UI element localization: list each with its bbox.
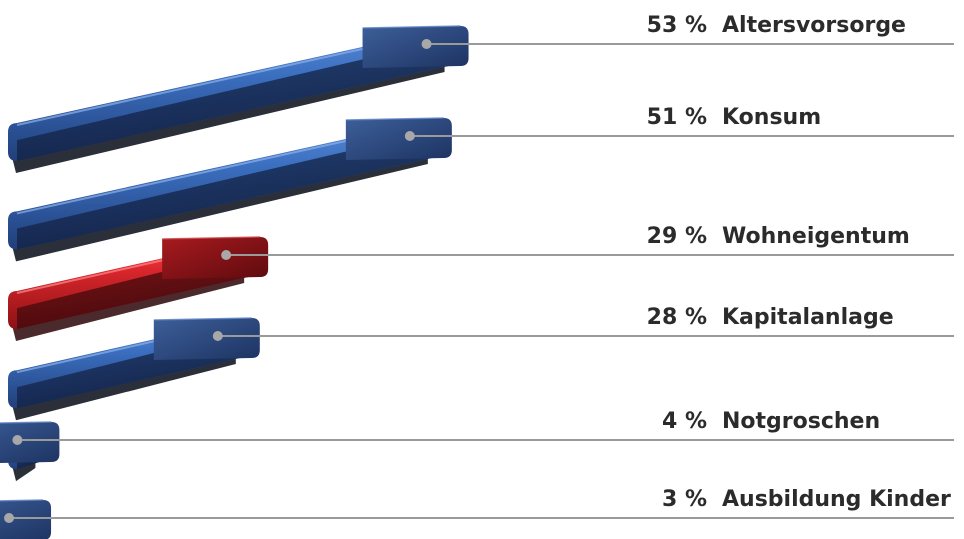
leader-dot-kapitalanlage <box>212 331 223 341</box>
category-label-altersvorsorge: Altersvorsorge <box>722 13 906 38</box>
value-label-notgroschen: 4 % <box>662 409 707 434</box>
bar-ausbildung-kinder <box>0 499 52 539</box>
leader-dot-altersvorsorge <box>421 39 432 49</box>
category-label-ausbildung-kinder: Ausbildung Kinder <box>722 487 951 512</box>
bar-kapitalanlage <box>8 317 260 421</box>
category-label-kapitalanlage: Kapitalanlage <box>722 305 894 330</box>
leader-dot-notgroschen <box>12 435 23 445</box>
category-label-notgroschen: Notgroschen <box>722 409 880 434</box>
category-label-wohneigentum: Wohneigentum <box>722 224 910 249</box>
bar-wohneigentum <box>8 236 269 341</box>
leader-dot-wohneigentum <box>221 250 232 260</box>
value-label-kapitalanlage: 28 % <box>647 305 707 330</box>
bar-altersvorsorge <box>8 25 469 173</box>
value-label-altersvorsorge: 53 % <box>647 13 707 38</box>
bar-konsum <box>8 117 452 262</box>
category-label-konsum: Konsum <box>722 105 821 130</box>
value-label-konsum: 51 % <box>647 105 707 130</box>
value-label-wohneigentum: 29 % <box>647 224 707 249</box>
leader-dot-konsum <box>404 131 415 141</box>
leader-dot-ausbildung-kinder <box>4 513 15 523</box>
value-label-ausbildung-kinder: 3 % <box>662 487 707 512</box>
bar-notgroschen <box>0 421 60 482</box>
